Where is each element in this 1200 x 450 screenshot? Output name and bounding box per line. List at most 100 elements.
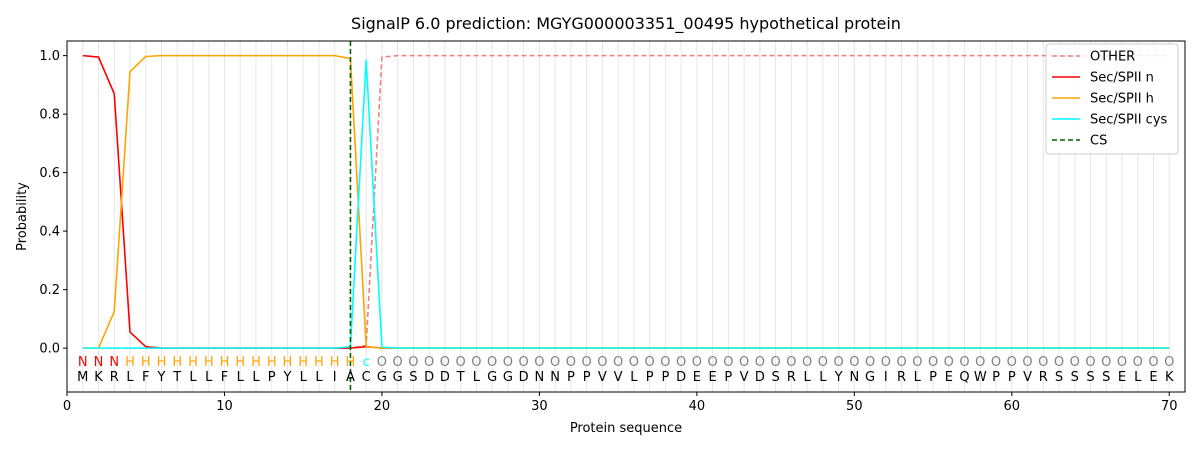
prediction-label: O: [471, 355, 481, 370]
residue-label: V: [1023, 370, 1032, 385]
prediction-label: O: [692, 355, 702, 370]
prediction-label: O: [629, 355, 639, 370]
prediction-label: O: [1038, 355, 1048, 370]
residue-label: E: [708, 370, 716, 385]
residue-label: S: [1071, 370, 1079, 385]
prediction-label: O: [393, 355, 403, 370]
y-tick-label: 1.0: [39, 49, 60, 64]
legend-label: CS: [1090, 134, 1107, 149]
residue-label: L: [252, 370, 260, 385]
prediction-label: O: [849, 355, 859, 370]
prediction-label: O: [1117, 355, 1127, 370]
residue-label: P: [268, 370, 276, 385]
prediction-label: O: [802, 355, 812, 370]
prediction-label: O: [613, 355, 623, 370]
residue-label: S: [1086, 370, 1094, 385]
prediction-label: O: [582, 355, 592, 370]
residue-label: A: [346, 370, 355, 385]
prediction-label: O: [408, 355, 418, 370]
prediction-label: O: [660, 355, 670, 370]
residue-label: P: [567, 370, 575, 385]
residue-label: T: [456, 370, 465, 385]
series-line-other: [82, 54, 1170, 349]
x-tick-label: 60: [1004, 399, 1021, 414]
residue-label: P: [583, 370, 591, 385]
residue-label: P: [724, 370, 732, 385]
prediction-label: O: [865, 355, 875, 370]
residue-label: V: [614, 370, 623, 385]
prediction-label: O: [487, 355, 497, 370]
residue-label: N: [849, 370, 859, 385]
residue-label: L: [300, 370, 308, 385]
prediction-label: H: [204, 355, 214, 370]
prediction-label: O: [1054, 355, 1064, 370]
residue-label: S: [771, 370, 779, 385]
residue-label: D: [440, 370, 450, 385]
residue-label: G: [487, 370, 497, 385]
x-tick-label: 50: [846, 399, 863, 414]
residue-label: Y: [282, 370, 291, 385]
residue-label: C: [362, 370, 371, 385]
residue-label: R: [787, 370, 796, 385]
prediction-label: H: [220, 355, 230, 370]
y-tick-label: 0.0: [39, 342, 60, 357]
residue-label: V: [740, 370, 749, 385]
prediction-label: O: [1148, 355, 1158, 370]
residue-label: I: [884, 370, 888, 385]
x-tick-label: 30: [531, 399, 548, 414]
residue-label: V: [598, 370, 607, 385]
residue-label: F: [221, 370, 228, 385]
x-tick-label: 20: [374, 399, 391, 414]
plot-frame: [66, 40, 1186, 393]
prediction-label: O: [833, 355, 843, 370]
residue-label: D: [424, 370, 434, 385]
y-tick-label: 0.4: [39, 225, 60, 240]
residue-label: L: [205, 370, 213, 385]
residue-label: L: [473, 370, 481, 385]
prediction-label: H: [157, 355, 167, 370]
residue-label: L: [1134, 370, 1142, 385]
x-tick-label: 10: [216, 399, 233, 414]
residue-label: P: [661, 370, 669, 385]
prediction-label: N: [94, 355, 104, 370]
series-lines: [82, 54, 1170, 349]
prediction-label: H: [251, 355, 261, 370]
prediction-label: O: [1007, 355, 1017, 370]
residue-label: L: [315, 370, 323, 385]
residue-label: L: [914, 370, 922, 385]
prediction-label: O: [566, 355, 576, 370]
residue-label: T: [172, 370, 181, 385]
residue-label: S: [1055, 370, 1063, 385]
prediction-label: O: [944, 355, 954, 370]
prediction-label: O: [424, 355, 434, 370]
legend-label: OTHER: [1090, 50, 1135, 65]
residue-label: R: [1039, 370, 1048, 385]
residue-label: L: [630, 370, 638, 385]
residue-label: G: [377, 370, 387, 385]
prediction-label: H: [141, 355, 151, 370]
prediction-label: O: [519, 355, 529, 370]
residue-label: P: [1008, 370, 1016, 385]
legend-box: [1045, 43, 1179, 155]
prediction-label: O: [645, 355, 655, 370]
prediction-label: O: [786, 355, 796, 370]
x-tick-label: 40: [689, 399, 706, 414]
prediction-label: O: [534, 355, 544, 370]
prediction-label: O: [597, 355, 607, 370]
prediction-label: c: [363, 355, 370, 370]
residue-label: G: [503, 370, 513, 385]
x-axis-ticks: 0 10 20 30 40 50 60 70: [63, 392, 1178, 414]
residue-label: N: [550, 370, 560, 385]
prediction-label: O: [1101, 355, 1111, 370]
prediction-label: O: [991, 355, 1001, 370]
y-axis-ticks: 0.0 0.2 0.4 0.6 0.8 1.0: [39, 49, 67, 357]
prediction-label: H: [283, 355, 293, 370]
prediction-label: H: [235, 355, 245, 370]
prediction-label: H: [314, 355, 324, 370]
prediction-label: O: [912, 355, 922, 370]
residue-label: I: [333, 370, 337, 385]
y-axis-label: Probability: [15, 182, 30, 251]
legend-label: Sec/SPII n: [1090, 71, 1154, 86]
